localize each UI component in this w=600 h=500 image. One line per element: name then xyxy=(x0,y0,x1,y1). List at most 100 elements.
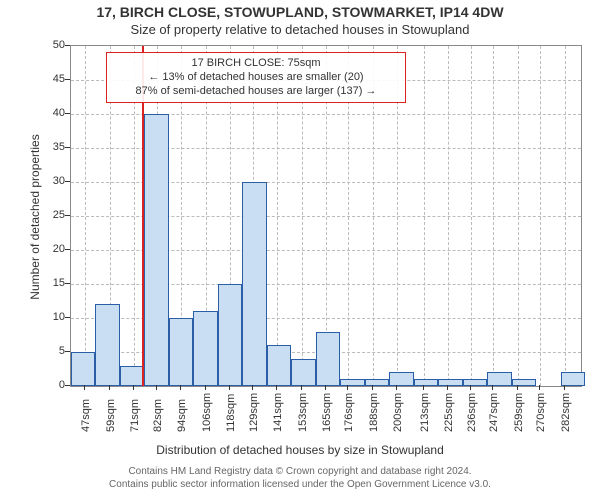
ytick-label: 10 xyxy=(35,311,65,323)
gridline-v xyxy=(85,46,86,386)
xtick-label: 282sqm xyxy=(560,393,572,432)
ytick-label: 25 xyxy=(35,209,65,221)
xtick-mark xyxy=(470,385,471,390)
histogram-bar xyxy=(487,372,511,386)
ytick-label: 50 xyxy=(35,39,65,51)
gridline-v xyxy=(448,46,449,386)
ytick-mark xyxy=(65,181,70,182)
xtick-mark xyxy=(325,385,326,390)
gridline-v xyxy=(493,46,494,386)
xtick-mark xyxy=(539,385,540,390)
footer-text: Contains HM Land Registry data © Crown c… xyxy=(0,465,600,491)
xtick-label: 165sqm xyxy=(321,393,333,432)
footer-line1: Contains HM Land Registry data © Crown c… xyxy=(128,466,471,477)
gridline-v xyxy=(565,46,566,386)
xtick-mark xyxy=(156,385,157,390)
xtick-label: 82sqm xyxy=(152,399,164,432)
xtick-label: 247sqm xyxy=(488,393,500,432)
ytick-label: 20 xyxy=(35,243,65,255)
xtick-label: 71sqm xyxy=(129,399,141,432)
xtick-mark xyxy=(301,385,302,390)
histogram-bar xyxy=(414,379,438,386)
xtick-label: 176sqm xyxy=(343,393,355,432)
ytick-mark xyxy=(65,113,70,114)
xtick-mark xyxy=(180,385,181,390)
xtick-label: 213sqm xyxy=(419,393,431,432)
xtick-mark xyxy=(133,385,134,390)
xtick-mark xyxy=(372,385,373,390)
gridline-v xyxy=(424,46,425,386)
xtick-label: 188sqm xyxy=(368,393,380,432)
ytick-mark xyxy=(65,147,70,148)
ytick-mark xyxy=(65,45,70,46)
ytick-label: 40 xyxy=(35,107,65,119)
xtick-label: 94sqm xyxy=(176,399,188,432)
xtick-mark xyxy=(492,385,493,390)
gridline-v xyxy=(471,46,472,386)
histogram-bar xyxy=(389,372,413,386)
xtick-mark xyxy=(109,385,110,390)
gridline-v xyxy=(518,46,519,386)
xtick-label: 236sqm xyxy=(466,393,478,432)
xtick-label: 225sqm xyxy=(443,393,455,432)
xtick-mark xyxy=(276,385,277,390)
ytick-mark xyxy=(65,249,70,250)
annotation-box: 17 BIRCH CLOSE: 75sqm ← 13% of detached h… xyxy=(106,52,406,103)
histogram-bar xyxy=(291,359,315,386)
ytick-mark xyxy=(65,283,70,284)
histogram-bar xyxy=(95,304,119,386)
xtick-mark xyxy=(396,385,397,390)
xtick-mark xyxy=(229,385,230,390)
annot-line1: 17 BIRCH CLOSE: 75sqm xyxy=(192,57,321,69)
histogram-bar xyxy=(365,379,389,386)
title-line2: Size of property relative to detached ho… xyxy=(0,22,600,37)
ytick-label: 35 xyxy=(35,141,65,153)
xtick-label: 153sqm xyxy=(297,393,309,432)
histogram-bar xyxy=(512,379,536,386)
ytick-label: 45 xyxy=(35,73,65,85)
histogram-bar xyxy=(169,318,193,386)
gridline-v xyxy=(540,46,541,386)
xtick-label: 141sqm xyxy=(272,393,284,432)
ytick-label: 30 xyxy=(35,175,65,187)
xtick-mark xyxy=(564,385,565,390)
histogram-bar xyxy=(193,311,217,386)
xtick-label: 129sqm xyxy=(248,393,260,432)
xtick-mark xyxy=(205,385,206,390)
histogram-bar xyxy=(218,284,242,386)
histogram-bar xyxy=(316,332,340,386)
ytick-label: 15 xyxy=(35,277,65,289)
annot-line3: 87% of semi-detached houses are larger (… xyxy=(136,85,377,97)
histogram-bar xyxy=(267,345,291,386)
xtick-mark xyxy=(252,385,253,390)
xtick-label: 47sqm xyxy=(80,399,92,432)
histogram-bar xyxy=(463,379,487,386)
plot-area: 17 BIRCH CLOSE: 75sqm ← 13% of detached h… xyxy=(70,45,582,387)
histogram-bar xyxy=(120,366,144,386)
annot-line2: ← 13% of detached houses are smaller (20… xyxy=(148,71,363,83)
xtick-label: 106sqm xyxy=(201,393,213,432)
xtick-label: 259sqm xyxy=(513,393,525,432)
histogram-bar xyxy=(340,379,364,386)
xtick-mark xyxy=(517,385,518,390)
title-line1: 17, BIRCH CLOSE, STOWUPLAND, STOWMARKET,… xyxy=(0,4,600,20)
ytick-mark xyxy=(65,385,70,386)
footer-line2: Contains public sector information licen… xyxy=(109,479,491,490)
ytick-label: 5 xyxy=(35,345,65,357)
chart-container: 17, BIRCH CLOSE, STOWUPLAND, STOWMARKET,… xyxy=(0,0,600,500)
xtick-mark xyxy=(447,385,448,390)
histogram-bar xyxy=(242,182,266,386)
xtick-label: 118sqm xyxy=(225,394,237,432)
xtick-mark xyxy=(423,385,424,390)
xtick-mark xyxy=(84,385,85,390)
xtick-label: 270sqm xyxy=(535,393,547,432)
ytick-mark xyxy=(65,351,70,352)
histogram-bar xyxy=(561,372,585,386)
ytick-mark xyxy=(65,317,70,318)
x-axis-label: Distribution of detached houses by size … xyxy=(0,443,600,457)
xtick-label: 59sqm xyxy=(105,399,117,432)
histogram-bar xyxy=(438,379,462,386)
histogram-bar xyxy=(71,352,95,386)
ytick-mark xyxy=(65,215,70,216)
ytick-label: 0 xyxy=(35,379,65,391)
